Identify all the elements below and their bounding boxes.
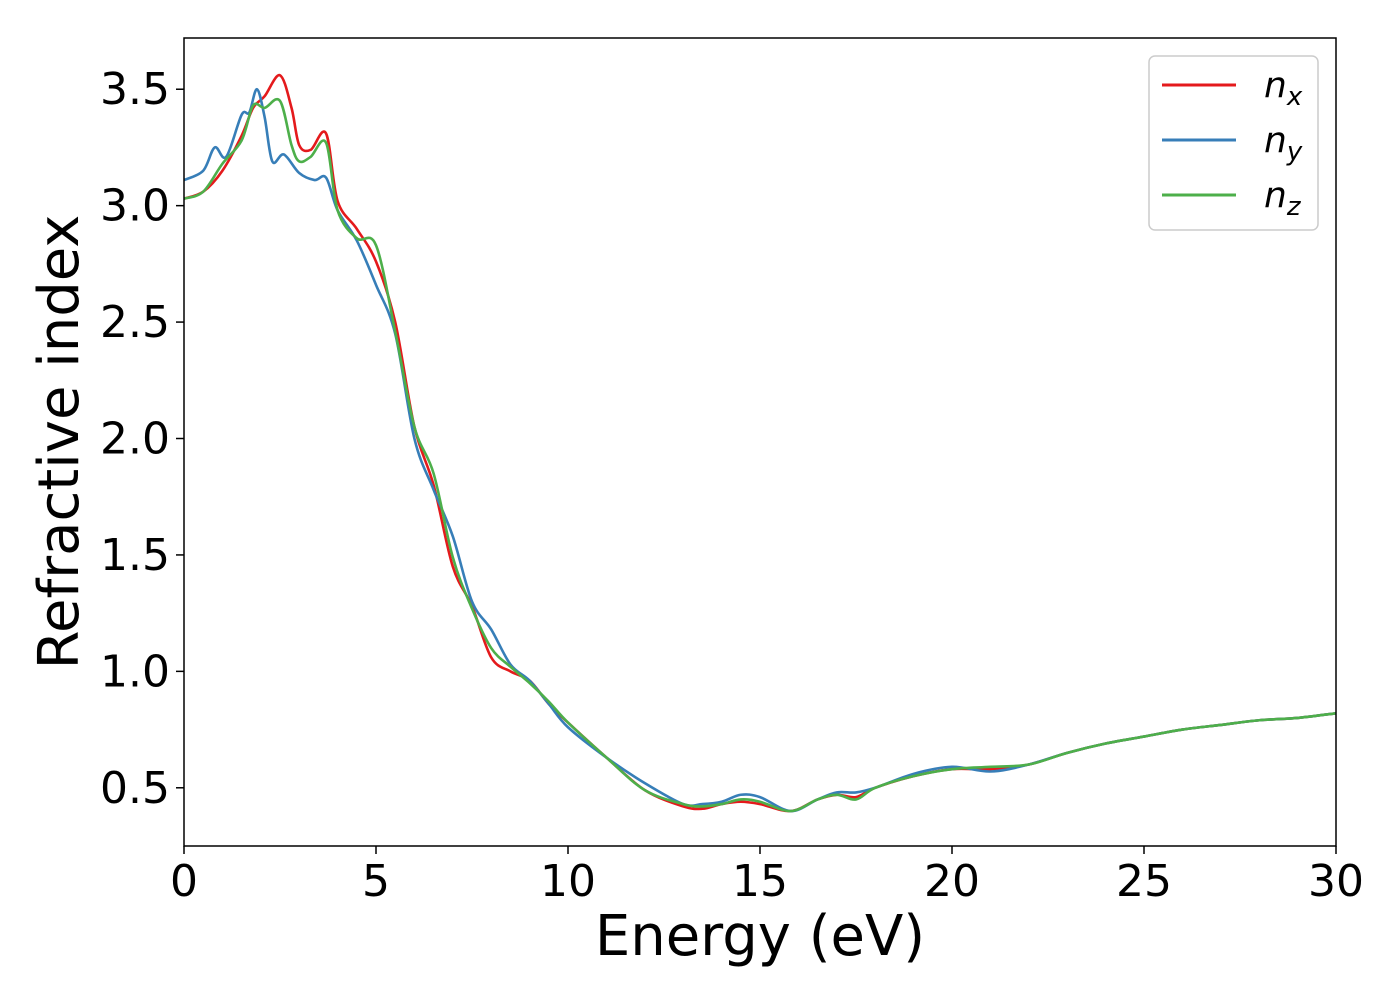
x-tick-label: 5 [362,856,390,907]
x-tick-label: 25 [1116,856,1172,907]
legend-label-subscript: z [1286,192,1302,222]
y-tick-label: 3.0 [100,181,170,232]
y-tick-label: 3.5 [100,64,170,115]
legend-label-base: n [1264,175,1287,216]
legend-label-x: nx [1264,65,1303,112]
x-tick-label: 20 [924,856,980,907]
legend-label-subscript: y [1286,137,1303,167]
legend-label-base: n [1264,120,1287,161]
legend-box [1148,55,1319,231]
x-tick-label: 15 [732,856,788,907]
y-tick-label: 2.5 [100,297,170,348]
x-axis-title: Energy (eV) [595,904,925,969]
x-axis-ticks: 0 5 10 15 20 25 30 [170,846,1364,907]
legend-label-base: n [1264,65,1287,106]
x-tick-label: 0 [170,856,198,907]
y-tick-label: 0.5 [100,763,170,814]
legend-label-y: ny [1264,120,1303,167]
series-line-z [184,97,1336,813]
legend-label-z: nz [1264,175,1302,222]
y-tick-label: 1.5 [100,530,170,581]
x-tick-label: 30 [1308,856,1364,907]
y-tick-label: 1.0 [100,646,170,697]
legend-label-subscript: x [1286,82,1303,112]
series-layer [184,73,1336,813]
y-axis-title: Refractive index [27,215,92,670]
y-tick-label: 2.0 [100,414,170,465]
y-axis-ticks: 0.5 1.0 1.5 2.0 2.5 3.0 3.5 [100,64,184,814]
x-tick-label: 10 [540,856,596,907]
